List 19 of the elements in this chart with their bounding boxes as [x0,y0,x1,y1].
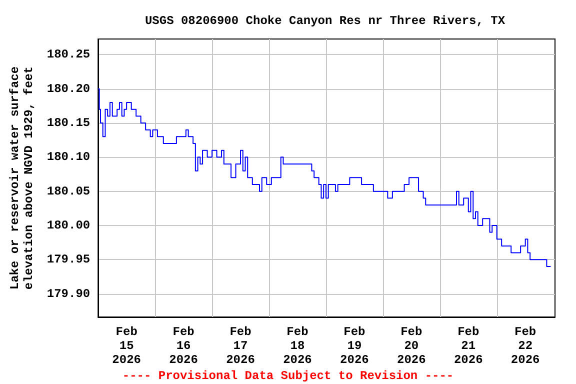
y-tick-label: 180.00 [46,218,90,232]
text: ---- Provisional Data Subject to Revision ---- [122,369,454,383]
y-tick-label: 179.95 [46,252,90,267]
y-tick-label: 180.05 [46,184,90,198]
x-tick-label: Feb 19 2026 [340,325,369,367]
x-tick-label: Feb 18 2026 [283,325,312,367]
x-tick-label: Feb 16 2026 [169,325,198,367]
y-tick-label: 180.25 [46,48,90,62]
y-tick-label: 180.10 [46,150,90,164]
y-axis-title: Lake or reservoir water surface elevation above NGVD 1929, feet [8,66,36,290]
y-tick-label: 180.15 [46,116,90,130]
x-tick-label: Feb 21 2026 [454,325,483,367]
x-tick-label: Feb 22 2026 [510,325,540,367]
x-tick-label: Feb 17 2026 [226,325,255,367]
chart-title: USGS 08206900 Choke Canyon Res nr Three Rivers, TX [144,14,506,28]
x-tick-label: Feb 15 2026 [112,325,141,367]
x-tick-label: Feb 20 2026 [397,325,426,367]
y-tick-label: 180.20 [46,82,90,96]
y-tick-label: 179.90 [46,286,90,301]
